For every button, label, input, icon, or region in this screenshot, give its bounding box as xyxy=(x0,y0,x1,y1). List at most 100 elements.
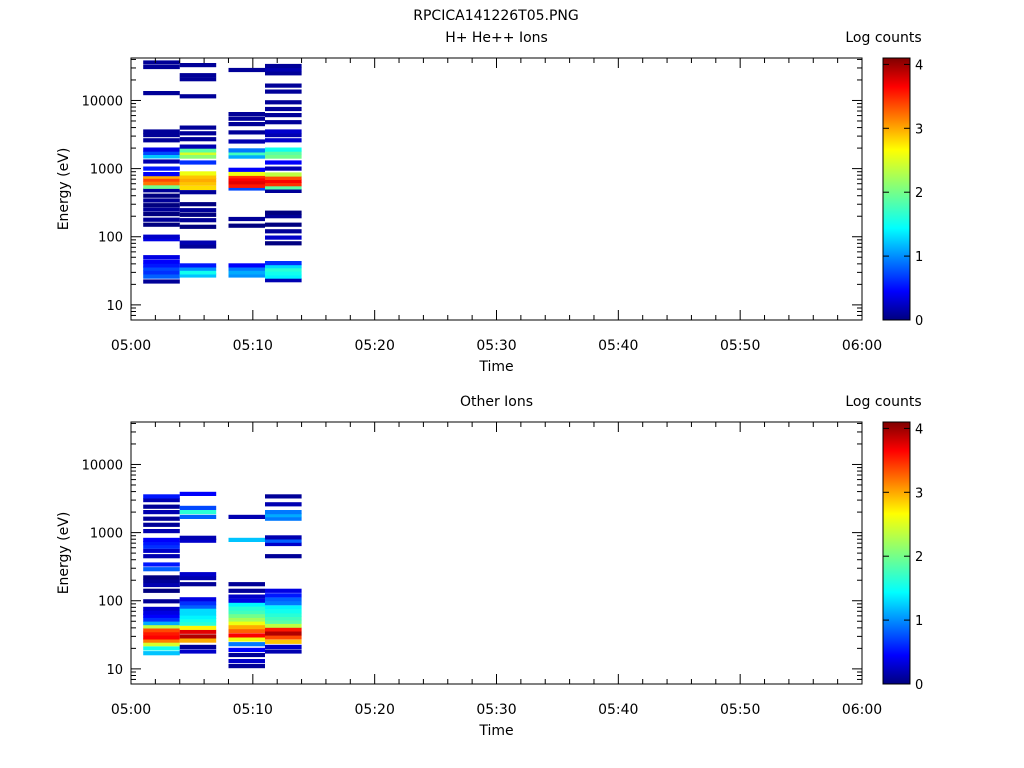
heatmap-cell xyxy=(179,510,217,515)
heatmap-cell xyxy=(179,63,217,68)
heatmap-cell xyxy=(228,617,265,622)
y-axis: 10 100 1000 10000 xyxy=(82,422,862,685)
heatmap-cell xyxy=(143,181,180,186)
heatmap-cell xyxy=(228,130,265,135)
colorbar-tick-label: 3 xyxy=(915,486,923,501)
heatmap-cell xyxy=(265,612,302,617)
heatmap-cell xyxy=(265,516,302,521)
heatmap-cell xyxy=(143,138,180,143)
heatmap-cell xyxy=(265,649,302,654)
heatmap-cell xyxy=(179,629,217,634)
heatmap-cell xyxy=(143,203,180,208)
heatmap-cell xyxy=(228,148,265,153)
heatmap-cell xyxy=(228,266,265,271)
heatmap-cell xyxy=(228,664,265,669)
heatmap-cell xyxy=(265,113,302,118)
heatmap-cell xyxy=(179,171,217,176)
heatmap-cell xyxy=(228,659,265,664)
heatmap-cell xyxy=(228,183,265,188)
panel-title: H+ He++ Ions xyxy=(445,30,548,46)
heatmap-cell xyxy=(143,638,180,643)
heatmap-cell xyxy=(228,613,265,618)
colorbar-tick-label: 2 xyxy=(915,550,923,565)
heatmap-cell xyxy=(179,638,217,643)
colorbar-label: Log counts xyxy=(845,30,921,46)
heatmap-cell xyxy=(228,216,265,222)
heatmap-cell xyxy=(179,144,217,149)
heatmap-cell xyxy=(265,166,302,171)
heatmap-cell xyxy=(179,618,217,623)
heatmap-cell xyxy=(179,611,217,616)
heatmap-cell xyxy=(143,133,180,138)
heatmap-cell xyxy=(179,597,217,602)
heatmap-cell xyxy=(179,582,217,587)
heatmap-cell xyxy=(179,77,217,82)
heatmap-cell xyxy=(143,222,180,227)
heatmap-cell xyxy=(265,616,302,621)
heatmap-cell xyxy=(143,274,180,279)
x-tick-label: 05:10 xyxy=(233,338,273,354)
heatmap-cell xyxy=(179,604,217,609)
x-tick-label: 05:40 xyxy=(598,702,638,718)
heatmap-cell xyxy=(228,112,265,117)
heatmap-cell xyxy=(179,614,217,619)
heatmap-cell xyxy=(143,582,180,588)
colorbar: Log counts 0 1 2 3 4 xyxy=(845,394,923,693)
y-tick-label: 10 xyxy=(106,663,123,678)
heatmap-cell xyxy=(265,235,302,240)
heatmap-cell xyxy=(143,646,180,651)
heatmap-cell xyxy=(265,67,302,72)
heatmap-cell xyxy=(265,182,302,187)
x-tick-label: 05:10 xyxy=(233,702,273,718)
heatmap-cell xyxy=(228,642,265,647)
heatmap-cell xyxy=(143,193,180,198)
heatmap-cell xyxy=(265,502,302,507)
heatmap-cell xyxy=(143,188,180,193)
colorbar: Log counts 0 1 2 3 4 xyxy=(845,30,923,329)
heatmap-cell xyxy=(265,627,302,632)
heatmap-cell xyxy=(228,186,265,191)
heatmap-cell xyxy=(179,601,217,606)
heatmap-cell xyxy=(179,181,217,186)
heatmap-cell xyxy=(179,148,217,153)
heatmap-cell xyxy=(265,188,302,193)
heatmap-cell xyxy=(143,172,180,177)
heatmap-cell xyxy=(265,264,302,269)
heatmap-cell xyxy=(228,263,265,268)
colorbar-gradient xyxy=(882,421,911,685)
heatmap-cell xyxy=(265,214,302,219)
y-tick-label: 100 xyxy=(98,595,123,610)
heatmap-cell xyxy=(265,554,302,559)
heatmap-cell xyxy=(265,609,302,614)
heatmap-cell xyxy=(179,177,217,183)
heatmap-cell xyxy=(228,621,265,626)
heatmap-cell xyxy=(265,278,302,283)
y-tick-label: 10000 xyxy=(82,459,123,474)
heatmap-cell xyxy=(265,185,302,190)
heatmap-cell xyxy=(143,621,180,626)
heatmap-cell xyxy=(228,151,265,156)
heatmap-cell xyxy=(143,212,180,217)
heatmap-cell xyxy=(179,491,217,496)
x-axis-label: Time xyxy=(478,723,513,739)
heatmap-cell xyxy=(143,610,180,615)
heatmap-cell xyxy=(179,266,217,271)
heatmap-cell xyxy=(143,177,180,182)
colorbar-tick-label: 2 xyxy=(915,186,923,201)
colorbar-tick-label: 4 xyxy=(915,422,923,437)
heatmap-cell xyxy=(179,208,217,213)
heatmap-cell xyxy=(265,210,302,215)
heatmap-cell xyxy=(179,535,217,540)
heatmap-cell xyxy=(179,240,217,245)
heatmap-cell xyxy=(143,255,180,260)
heatmap-cell xyxy=(179,576,217,581)
heatmap-cell xyxy=(228,637,265,642)
x-tick-label: 06:00 xyxy=(842,338,882,354)
heatmap-cell xyxy=(265,619,302,624)
heatmap-cell xyxy=(265,147,302,152)
heatmap-cell xyxy=(265,631,302,636)
heatmap-cell xyxy=(179,160,217,165)
x-tick-label: 05:40 xyxy=(598,338,638,354)
